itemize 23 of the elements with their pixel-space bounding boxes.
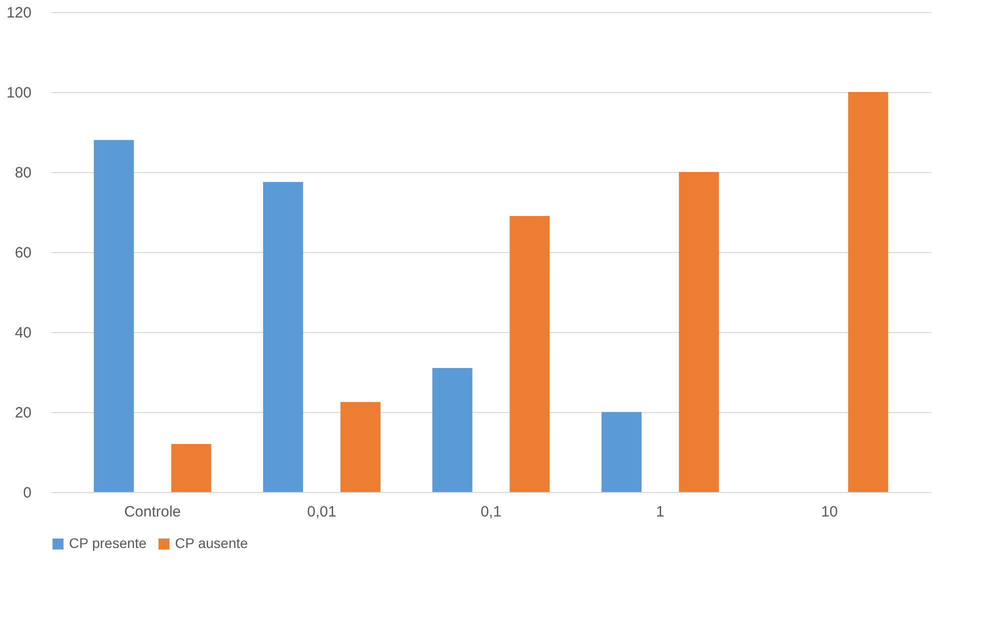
x-tick-label: 10 xyxy=(821,504,838,520)
bar xyxy=(171,444,212,492)
bar xyxy=(94,140,134,492)
x-tick-label: 0,1 xyxy=(480,504,502,520)
y-tick-label: 100 xyxy=(6,84,32,102)
bar xyxy=(510,216,550,492)
y-tick-label: 40 xyxy=(14,324,32,342)
y-tick-label: 80 xyxy=(14,164,32,182)
bar xyxy=(340,402,380,492)
bar xyxy=(848,92,888,492)
y-tick-label: 120 xyxy=(6,4,32,22)
y-tick-label: 0 xyxy=(23,484,32,502)
bar xyxy=(263,182,304,492)
x-tick-label: 1 xyxy=(656,504,664,520)
legend-label: CP presente xyxy=(69,535,147,551)
y-tick-label: 60 xyxy=(14,244,32,262)
bar xyxy=(432,368,472,492)
x-tick-label: 0,01 xyxy=(307,504,336,520)
x-tick-label: Controle xyxy=(124,504,181,520)
bar xyxy=(678,172,719,492)
bar xyxy=(602,412,642,492)
y-tick-label: 20 xyxy=(14,404,32,422)
legend-label: CP ausente xyxy=(175,535,248,551)
